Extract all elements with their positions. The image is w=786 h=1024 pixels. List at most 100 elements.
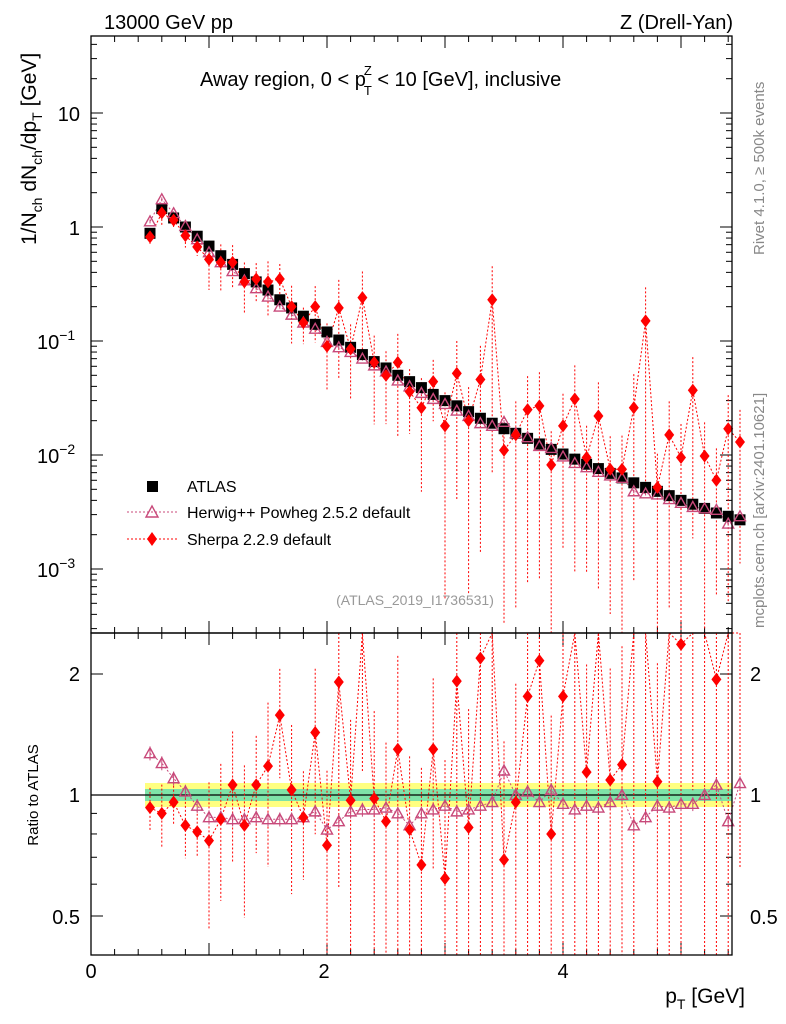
sherpa-point [156, 206, 167, 220]
sherpa-point [274, 272, 285, 286]
herwig-point [650, 798, 665, 811]
herwig-point [579, 460, 594, 473]
sherpa-point [357, 291, 368, 305]
herwig-point [568, 802, 582, 815]
herwig-point [497, 414, 511, 428]
sherpa-point [369, 355, 380, 369]
sherpa-point [168, 795, 179, 809]
sherpa-point [192, 240, 203, 254]
herwig-point [438, 397, 452, 410]
herwig-point [627, 484, 641, 497]
herwig-point [544, 441, 558, 454]
sherpa-point [274, 708, 285, 722]
herwig-point [284, 812, 299, 825]
herwig-point [391, 806, 405, 819]
atlas-point [179, 221, 191, 233]
herwig-point [686, 500, 700, 513]
sherpa-point [640, 314, 651, 328]
sherpa-point [558, 689, 568, 703]
sherpa-point [239, 818, 250, 832]
sherpa-point [145, 801, 155, 815]
herwig-point [473, 798, 488, 811]
herwig-point [638, 486, 653, 499]
herwig-point [473, 416, 488, 429]
herwig-point [627, 818, 641, 831]
herwig-point [674, 495, 688, 509]
xtick-label-4: 4 [557, 961, 568, 983]
main-errorbars [149, 197, 741, 633]
atlas-point [333, 334, 345, 346]
sherpa-point [263, 759, 273, 773]
sherpa-point [617, 758, 627, 772]
sherpa-point [322, 838, 332, 852]
title-prefix: Away region, 0 < p [200, 69, 366, 91]
sherpa-point [499, 443, 509, 457]
sherpa-point [239, 275, 250, 289]
sherpa-point [546, 827, 557, 841]
herwig-point [520, 784, 535, 797]
herwig-point [544, 782, 558, 795]
sherpa-point [652, 775, 663, 789]
herwig-point [190, 798, 204, 811]
herwig-point [273, 812, 287, 825]
sherpa-point [416, 401, 427, 415]
herwig-point [355, 802, 370, 815]
ytick-label-0.01: 10−2 [37, 441, 75, 468]
sherpa-point [333, 675, 344, 689]
herwig-point [674, 797, 688, 810]
sherpa-point [475, 372, 486, 386]
herwig-point [367, 802, 381, 815]
header-right: Z (Drell-Yan) [620, 12, 733, 34]
herwig-point [414, 386, 429, 399]
herwig-point [178, 784, 193, 797]
atlas-point [734, 514, 746, 526]
sherpa-point [617, 462, 627, 476]
herwig-point [556, 797, 570, 810]
sherpa-point [286, 783, 297, 797]
ytick-exp-m2: −2 [59, 441, 75, 457]
sherpa-point [676, 637, 686, 651]
atlas-point [522, 432, 534, 444]
ytick-label-10: 10 [58, 104, 80, 126]
herwig-point [355, 351, 370, 364]
herwig-point [568, 456, 582, 469]
ratio-markers [143, 637, 747, 885]
herwig-point [532, 439, 547, 452]
sherpa-point [369, 792, 380, 806]
herwig-point [485, 418, 499, 431]
sherpa-point [251, 778, 262, 792]
ratio-ytick-label-2: 2 [69, 664, 80, 686]
herwig-point [414, 806, 429, 819]
sherpa-point [487, 293, 498, 307]
xlabel-p: p [665, 985, 677, 1008]
sherpa-point [145, 230, 155, 244]
sherpa-point [581, 451, 592, 465]
herwig-point [249, 281, 263, 294]
sherpa-point [652, 480, 663, 494]
herwig-point [603, 795, 617, 808]
main-title: Away region, 0 < pZ T < 10 [GeV], inclusi… [200, 63, 561, 98]
ratio-ytick-label-0.5: 0.5 [52, 907, 80, 929]
herwig-point [273, 299, 287, 312]
sherpa-point [463, 821, 474, 835]
sherpa-point [546, 458, 557, 472]
atlas-point [191, 230, 203, 242]
herwig-point [709, 502, 724, 515]
sherpa-point [345, 793, 356, 807]
atlas-point [687, 498, 699, 510]
herwig-point [332, 340, 346, 353]
watermark: (ATLAS_2019_I1736531) [336, 592, 494, 608]
herwig-point [308, 804, 322, 817]
sherpa-point [569, 392, 580, 406]
herwig-point [721, 516, 735, 529]
herwig-point [225, 264, 240, 277]
sherpa-point [310, 726, 321, 740]
legend-marker-sherpa [147, 532, 157, 546]
ytick-base-m1: 10 [37, 332, 59, 354]
sherpa-point [204, 252, 214, 266]
sherpa-point [581, 765, 592, 779]
sherpa-point [215, 255, 226, 269]
herwig-point [497, 763, 511, 776]
sherpa-point [522, 689, 533, 703]
